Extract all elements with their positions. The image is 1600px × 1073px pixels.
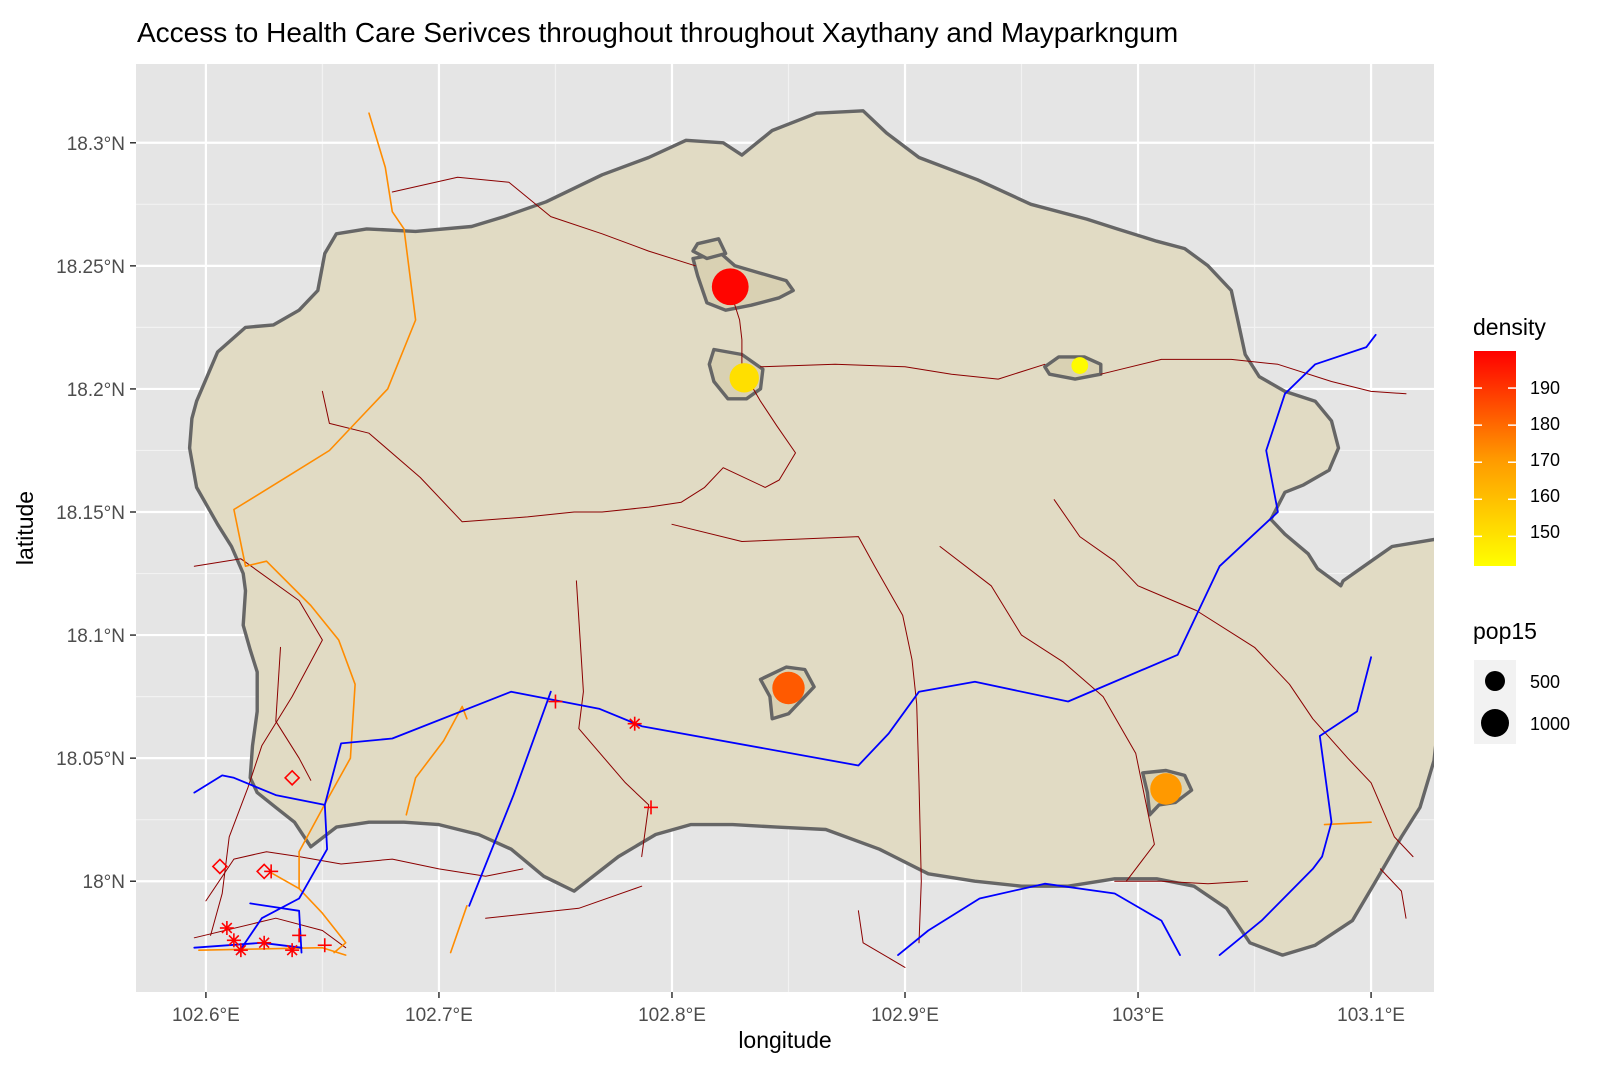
facility-marker — [317, 938, 332, 953]
minor-road — [1053, 499, 1414, 858]
marker-stroke — [258, 937, 270, 949]
x-axis: 102.6°E 102.7°E 102.8°E 102.9°E 103°E 103.1°E — [172, 992, 1405, 1026]
health-facility-point — [1071, 357, 1089, 374]
marker-stroke — [629, 718, 641, 730]
waterway — [193, 333, 1377, 806]
pop15-key-circle-small — [1485, 671, 1505, 691]
y-tick-label: 18.2°N — [67, 380, 125, 401]
minor-road — [939, 546, 1155, 882]
density-label: 180 — [1530, 414, 1560, 434]
marker-stroke — [228, 934, 240, 946]
health-facility-point — [711, 268, 749, 306]
x-tick-label: 103°E — [1112, 1005, 1164, 1026]
facility-marker — [226, 933, 241, 948]
pop15-label: 1000 — [1530, 714, 1570, 734]
facility-marker — [256, 863, 273, 880]
y-tick-label: 18.3°N — [67, 134, 125, 155]
density-label: 150 — [1530, 522, 1560, 542]
minor-road — [205, 851, 524, 902]
major-road — [233, 112, 417, 954]
minor-road-layer — [193, 176, 1414, 968]
major-road — [1323, 821, 1372, 826]
facility-marker — [548, 694, 563, 709]
facility-marker — [211, 858, 229, 875]
marker-stroke — [286, 944, 298, 956]
waterway-layer — [193, 333, 1377, 956]
minor-road — [1379, 868, 1407, 919]
density-label: 190 — [1530, 378, 1560, 398]
density-colorbar — [1474, 351, 1516, 566]
y-axis-title: latitude — [12, 491, 38, 565]
pop15-key-circle-large — [1481, 709, 1509, 737]
waterway — [468, 690, 552, 907]
x-tick-label: 102.9°E — [871, 1005, 939, 1026]
y-tick-label: 18°N — [83, 872, 125, 893]
facility-marker-layer — [211, 694, 659, 958]
facility-marker — [627, 716, 642, 731]
facility-marker — [219, 921, 234, 935]
diamond-marker — [256, 863, 273, 880]
health-facility-point — [729, 363, 759, 393]
major-road — [267, 870, 300, 890]
y-tick-label: 18.05°N — [56, 749, 125, 770]
waterway — [237, 804, 329, 954]
density-legend: density 190 180 170 160 150 — [1473, 314, 1560, 566]
waterway — [1218, 656, 1372, 956]
minor-road — [391, 176, 696, 267]
health-facility-point — [772, 671, 805, 705]
district-boundary — [187, 109, 1434, 957]
health-point-layer — [711, 268, 1182, 805]
marker-stroke — [235, 944, 247, 956]
facility-marker — [285, 943, 300, 958]
waterway — [897, 882, 1181, 956]
minor-road — [671, 523, 922, 944]
marker-stroke — [221, 922, 233, 934]
minor-road — [1100, 358, 1407, 395]
minor-road — [857, 910, 906, 968]
x-tick-label: 102.8°E — [638, 1005, 706, 1026]
facility-marker — [292, 928, 307, 943]
health-facility-point — [1150, 773, 1182, 805]
diamond-marker — [211, 858, 229, 875]
pop15-legend: pop15 500 1000 — [1473, 618, 1570, 744]
y-tick-label: 18.15°N — [56, 503, 125, 524]
plot-title: Access to Health Care Serivces throughou… — [137, 17, 1178, 48]
diamond-marker — [284, 769, 301, 786]
x-axis-title: longitude — [738, 1027, 831, 1053]
pop15-label: 500 — [1530, 672, 1560, 692]
facility-marker — [284, 769, 301, 786]
pop15-legend-title: pop15 — [1473, 618, 1537, 644]
x-tick-label: 102.7°E — [405, 1005, 473, 1026]
minor-road — [1114, 880, 1249, 885]
major-road — [449, 904, 468, 954]
facility-marker — [233, 943, 248, 958]
minor-road — [760, 363, 1046, 380]
facility-marker — [644, 800, 659, 815]
minor-road — [485, 885, 643, 919]
y-tick-label: 18.1°N — [67, 626, 125, 647]
x-tick-label: 102.6°E — [172, 1005, 240, 1026]
minor-road — [275, 646, 312, 781]
y-axis: 18°N 18.05°N 18.1°N 18.15°N 18.2°N 18.25°N 18.… — [56, 134, 136, 893]
density-legend-title: density — [1473, 314, 1546, 340]
minor-road — [575, 580, 650, 858]
waterway — [249, 902, 303, 954]
density-label: 160 — [1530, 486, 1560, 506]
density-label: 170 — [1530, 450, 1560, 470]
density-zone — [691, 237, 728, 261]
x-tick-label: 103.1°E — [1337, 1005, 1405, 1026]
district-layer — [187, 109, 1434, 957]
y-tick-label: 18.25°N — [56, 257, 125, 278]
facility-marker — [257, 935, 272, 950]
